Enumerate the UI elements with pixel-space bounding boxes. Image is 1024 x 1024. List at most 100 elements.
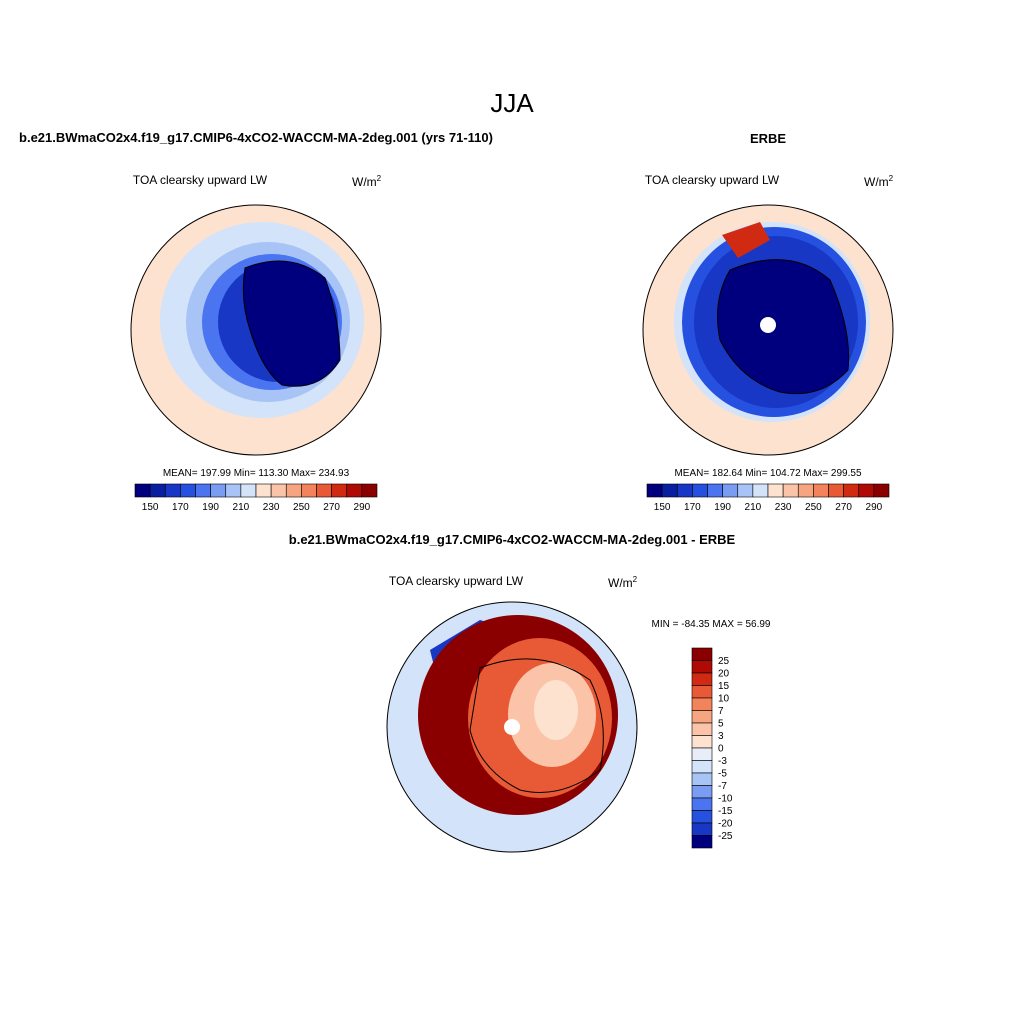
colorbar-box [691,785,713,799]
main-title: JJA [490,88,534,118]
stats: MEAN= 197.99 Min= 113.30 Max= 234.93 [163,468,350,479]
colorbar-box [661,483,678,498]
colorbar-box [346,483,363,498]
colorbar-label: 25 [718,656,730,667]
colorbar: 150 170 190 210 230 250 270 290 [134,483,378,513]
colorbar-box [691,735,713,749]
colorbar-box [180,483,196,498]
colorbar-label: 230 [775,502,792,513]
colorbar-box [691,835,713,849]
colorbar-box [301,483,317,498]
colorbar-label: -20 [718,819,733,830]
colorbar-box [134,483,151,498]
colorbar-box [195,483,211,498]
colorbar-box [737,483,754,498]
map [386,601,638,853]
colorbar-label: 230 [263,502,280,513]
colorbar-label: 10 [718,694,730,705]
panel-subtitle: TOA clearsky upward LW [645,173,780,187]
panel-title: b.e21.BWmaCO2x4.f19_g17.CMIP6-4xCO2-WACC… [289,532,736,547]
colorbar-box [149,483,166,498]
colorbar-label: 210 [233,502,250,513]
units: W/m2 [864,174,894,189]
map [642,204,894,456]
colorbar-box [691,697,713,711]
colorbar-label: -25 [718,831,733,842]
colorbar-box [691,660,713,674]
colorbar-box [722,483,739,498]
colorbar-box [767,483,784,498]
colorbar-box [240,483,257,498]
colorbar-box [646,483,663,498]
units-sup: 2 [377,174,382,183]
colorbar-box [691,647,713,661]
colorbar-box [691,710,713,724]
colorbar-label: 290 [354,502,371,513]
colorbar-label: 250 [805,502,822,513]
colorbar-box [843,483,860,498]
colorbar-label: -7 [718,781,727,792]
colorbar-box [210,483,227,498]
colorbar-label: -3 [718,756,727,767]
colorbar-box [752,483,769,498]
colorbar-box [691,672,713,686]
colorbar-box [797,483,814,498]
colorbar-box [255,483,272,498]
colorbar-box [164,483,181,498]
units: W/m2 [608,575,638,590]
colorbar-box [331,483,348,498]
colorbar: 150 170 190 210 230 250 270 290 [646,483,890,513]
panel-subtitle: TOA clearsky upward LW [133,173,268,187]
units-base: W/m [352,175,377,189]
panel-title: ERBE [750,131,786,146]
units-sup: 2 [889,174,894,183]
colorbar-label: 150 [142,502,159,513]
colorbar-label: 270 [835,502,852,513]
colorbar-box [828,483,844,498]
colorbar-label: -5 [718,769,727,780]
units: W/m2 [352,174,382,189]
colorbar-box [691,772,713,786]
colorbar-box [691,797,713,811]
colorbar-box [225,483,242,498]
colorbar-box [270,483,287,498]
colorbar-label: 250 [293,502,310,513]
panel-title: b.e21.BWmaCO2x4.f19_g17.CMIP6-4xCO2-WACC… [19,130,493,145]
colorbar-box [316,483,332,498]
colorbar-box [691,810,713,824]
units-base: W/m [608,576,633,590]
colorbar-box [858,483,875,498]
colorbar-label: 170 [684,502,701,513]
colorbar-label: 15 [718,681,730,692]
colorbar-label: 20 [718,669,730,680]
colorbar-box [691,760,713,774]
colorbar-label: -10 [718,794,733,805]
colorbar-label: 0 [718,744,724,755]
panel-subtitle: TOA clearsky upward LW [389,574,524,588]
units-sup: 2 [633,575,638,584]
map [130,204,382,456]
colorbar-box [873,483,890,498]
colorbar-box [782,483,799,498]
colorbar-box [707,483,723,498]
colorbar-label: 5 [718,719,724,730]
colorbar-box [691,822,713,836]
colorbar-label: 7 [718,706,724,717]
colorbar-label: 210 [745,502,762,513]
colorbar-label: 150 [654,502,671,513]
colorbar-box [361,483,378,498]
units-base: W/m [864,175,889,189]
colorbar-label: -15 [718,806,733,817]
colorbar-label: 290 [866,502,883,513]
stats: MEAN= 182.64 Min= 104.72 Max= 299.55 [674,468,862,479]
colorbar-box [691,747,713,761]
colorbar-label: 190 [202,502,219,513]
colorbar-box [285,483,302,498]
colorbar-label: 170 [172,502,189,513]
colorbar-label: 3 [718,731,724,742]
colorbar-box [691,685,713,699]
stats: MIN = -84.35 MAX = 56.99 [652,619,771,630]
colorbar-box [692,483,708,498]
